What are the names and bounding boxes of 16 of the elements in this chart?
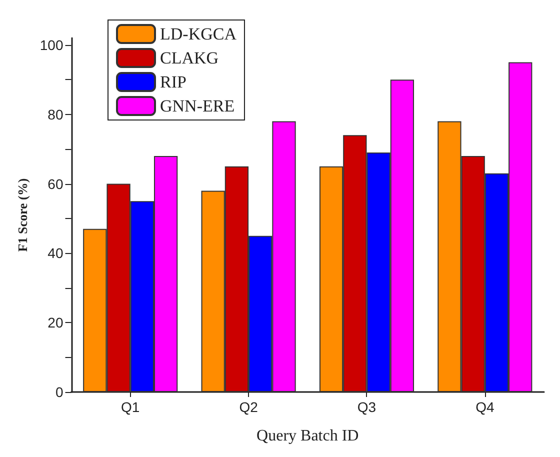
x-tick-label: Q1 (121, 399, 140, 415)
x-tick-label: Q2 (239, 399, 258, 415)
y-tick-label: 0 (55, 384, 64, 400)
y-tick-label: 20 (48, 314, 64, 331)
legend-label: CLAKG (160, 48, 219, 68)
x-tick-label: Q3 (357, 399, 376, 415)
legend-label: LD-KGCA (160, 24, 238, 44)
legend-label: RIP (160, 72, 186, 92)
y-tick-label: 40 (48, 245, 64, 262)
x-tick-label: Q4 (476, 399, 494, 415)
x-axis-title: Query Batch ID (256, 428, 359, 444)
y-axis-title: F1 Score (%) (15, 178, 30, 252)
y-tick-label: 60 (48, 176, 64, 192)
y-tick-label: 100 (40, 36, 64, 53)
y-tick-label: 80 (48, 106, 64, 122)
legend-label: GNN-ERE (160, 96, 235, 116)
